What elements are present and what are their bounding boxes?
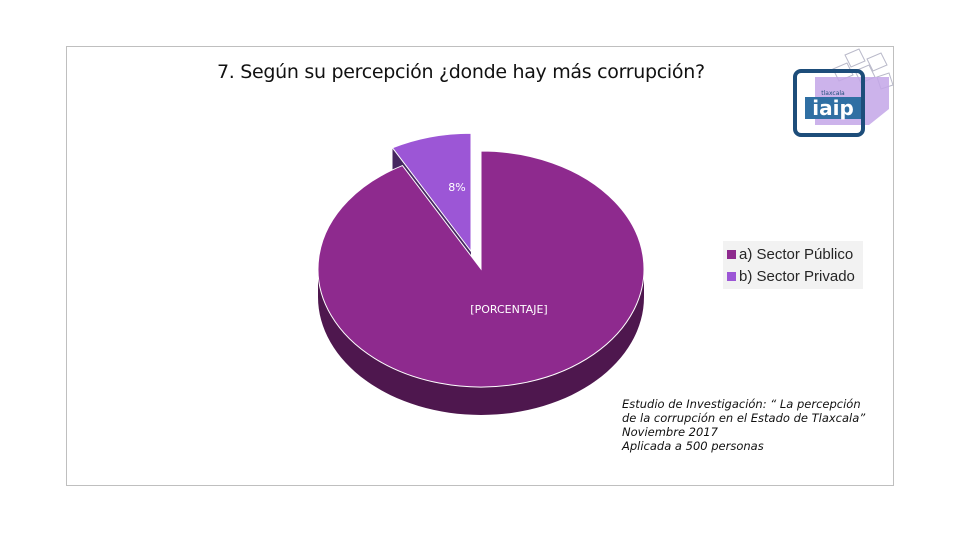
legend-swatch-private	[727, 271, 736, 281]
legend-swatch-public	[727, 249, 736, 259]
iaip-logo: iaip tlaxcala	[793, 48, 894, 137]
study-note: Estudio de Investigación: “ La percepció…	[622, 397, 865, 453]
pie-slice-1	[391, 132, 472, 253]
pie-chart: [PORCENTAJE] 8%	[317, 132, 645, 415]
pie-side-0	[318, 269, 644, 415]
legend-label-public: a) Sector Público	[739, 245, 854, 263]
pie-slice-0	[317, 150, 645, 388]
note-line: de la corrupción en el Estado de Tlaxcal…	[622, 411, 866, 425]
note-line: Noviembre 2017	[622, 425, 718, 439]
legend-item-public: a) Sector Público	[727, 243, 855, 265]
logo-subtext: tlaxcala	[821, 90, 845, 97]
data-label-0: [PORCENTAJE]	[470, 303, 547, 316]
chart-frame: 7. Según su percepción ¿donde hay más co…	[66, 46, 894, 486]
data-label-1: 8%	[448, 181, 465, 194]
note-line: Estudio de Investigación: “ La percepció…	[622, 397, 861, 411]
legend-item-private: b) Sector Privado	[727, 265, 855, 287]
chart-title: 7. Según su percepción ¿donde hay más co…	[217, 61, 705, 83]
legend-label-private: b) Sector Privado	[739, 267, 855, 285]
note-line: Aplicada a 500 personas	[622, 439, 764, 453]
logo-text: iaip	[812, 96, 854, 120]
chart-legend: a) Sector Público b) Sector Privado	[723, 241, 863, 289]
